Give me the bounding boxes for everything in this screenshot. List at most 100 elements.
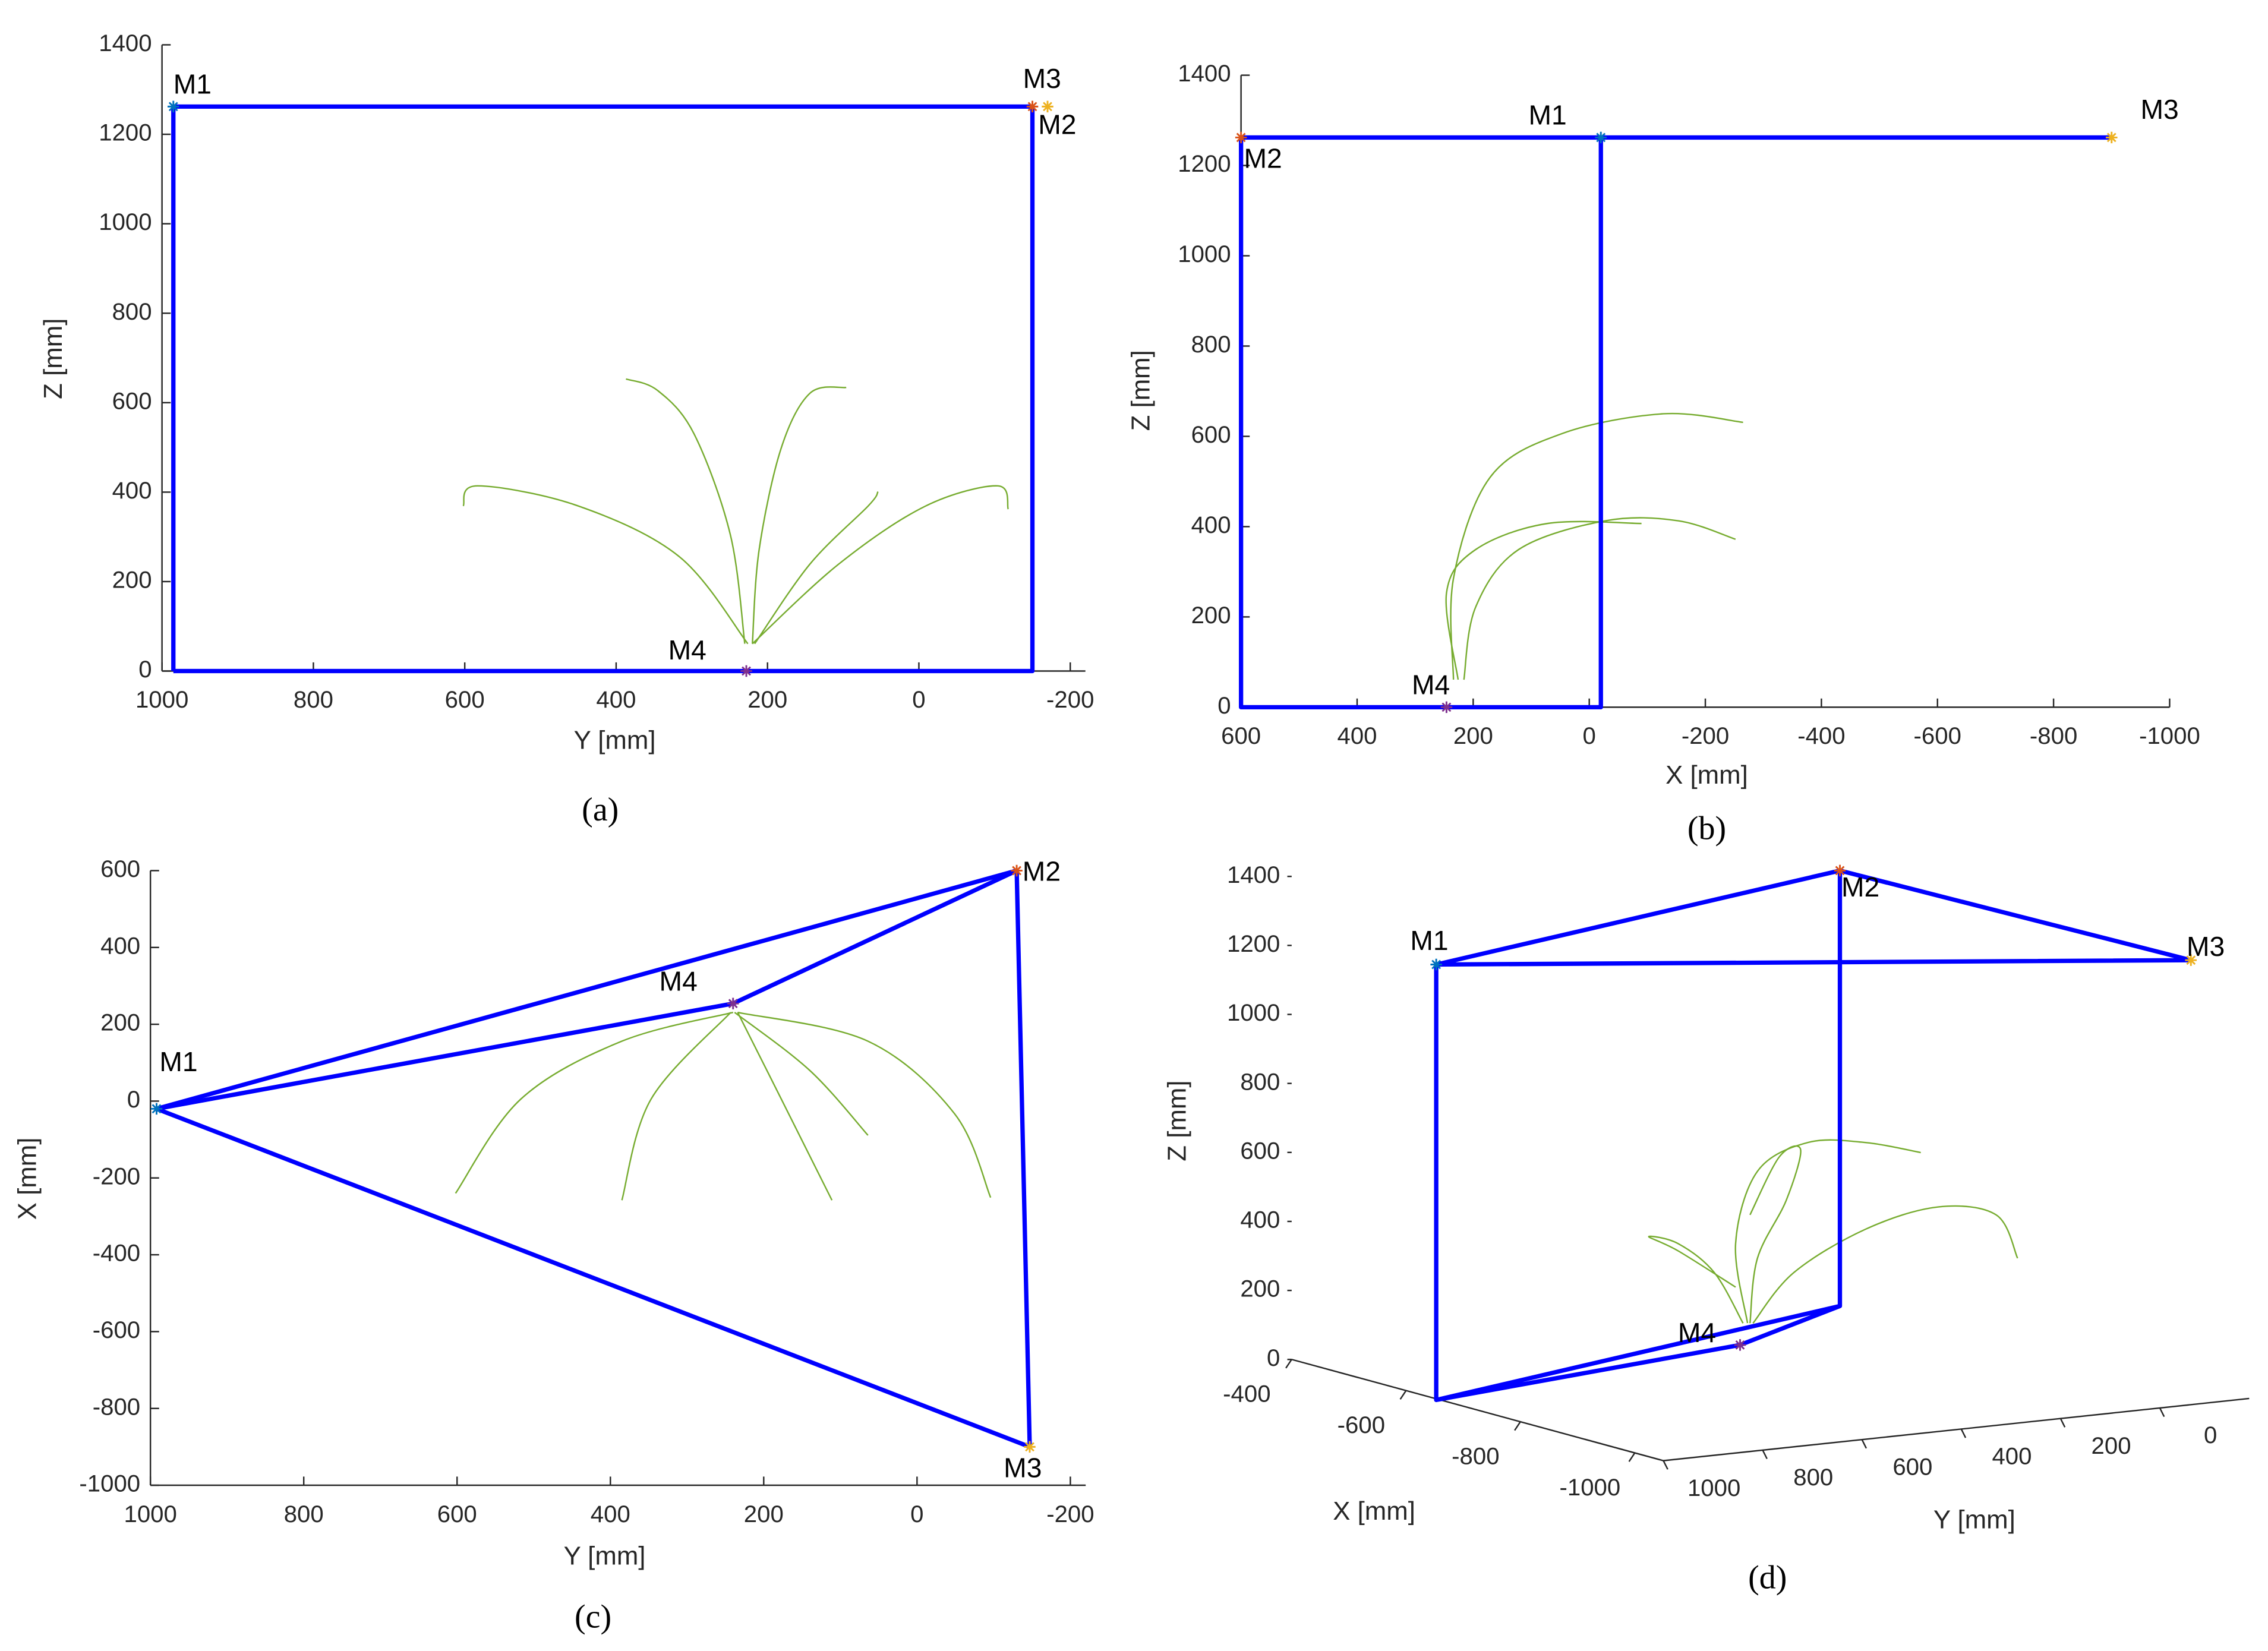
y-tick-label: 400 — [112, 477, 152, 504]
y-tick — [1861, 1439, 1868, 1449]
x-tick-label: 200 — [1453, 722, 1493, 749]
x-tick-label: 0 — [1583, 722, 1596, 749]
x-tick-label: 800 — [284, 1501, 324, 1527]
x-tick-label: -600 — [1338, 1412, 1385, 1438]
marker — [150, 1103, 163, 1115]
marker-label: M4 — [668, 634, 706, 665]
x-tick-label: 1000 — [124, 1501, 177, 1527]
leaf-curve — [1749, 1145, 1802, 1324]
x-tick-label: -200 — [1682, 722, 1729, 749]
z-tick-label: 600 — [1240, 1137, 1280, 1164]
y-axis-label: Y [mm] — [1933, 1505, 2015, 1534]
leaf-curve — [1752, 1205, 2018, 1324]
leaf-curve — [1734, 1139, 1921, 1324]
leaf-curve — [1648, 1235, 1744, 1324]
z-tick-label: 800 — [1240, 1068, 1280, 1095]
x-tick-label: 0 — [912, 686, 925, 713]
z-axis-label: Z [mm] — [1163, 1080, 1192, 1161]
y-tick-label: 1200 — [1178, 150, 1231, 177]
x-tick-label: 0 — [910, 1501, 923, 1527]
marker — [2106, 131, 2118, 144]
y-axis-label: Z [mm] — [1127, 350, 1156, 431]
x-tick-label: 600 — [437, 1501, 477, 1527]
leaf-curve — [752, 485, 1009, 645]
y-tick-label: 0 — [138, 656, 152, 683]
marker-label: M1 — [1529, 100, 1567, 131]
marker-label: M2 — [1244, 143, 1282, 174]
marker-label: M2 — [1038, 109, 1076, 140]
y-tick-label: 600 — [100, 856, 140, 882]
caption: (d) — [1748, 1560, 1787, 1596]
y-tick-label: 800 — [112, 298, 152, 325]
y-tick-label: 200 — [112, 567, 152, 594]
y-tick — [2159, 1407, 2165, 1418]
y-tick-label: -400 — [93, 1240, 140, 1267]
x-tick-label: 400 — [1337, 722, 1377, 749]
y-tick-label: 600 — [112, 387, 152, 414]
leaf-curve — [1445, 520, 1642, 680]
leaf-curve — [754, 491, 879, 645]
marker — [1440, 701, 1453, 714]
marker-label: M3 — [1004, 1453, 1042, 1483]
y-axis-label: X [mm] — [12, 1138, 42, 1220]
y-tick — [1960, 1428, 1967, 1438]
y-tick-label: 600 — [1191, 421, 1231, 448]
frame-line — [1434, 868, 2193, 1400]
frame-line — [156, 868, 1032, 1450]
x-axis — [1291, 1359, 1664, 1461]
y-tick-label: -800 — [93, 1393, 140, 1420]
x-tick-label: -1000 — [1560, 1474, 1621, 1501]
y-tick-label: 1400 — [1178, 60, 1231, 87]
frame-line — [1238, 135, 2112, 710]
marker-label: M4 — [1678, 1317, 1716, 1348]
y-tick-label: 0 — [2204, 1422, 2217, 1448]
marker — [1595, 131, 1607, 144]
y-tick-label: 0 — [1217, 692, 1231, 719]
y-tick-label: 0 — [127, 1086, 140, 1113]
x-tick-label: 800 — [294, 686, 333, 713]
x-tick-label: -200 — [1046, 686, 1094, 713]
panel: (a) 1000 800 600 400 200 0 -200 0 200 400 600 800 100… — [39, 30, 1094, 828]
x-tick — [1628, 1452, 1636, 1462]
z-tick-label: 400 — [1240, 1207, 1280, 1233]
y-tick-label: 800 — [1793, 1464, 1833, 1491]
y-tick-label: 1200 — [99, 119, 152, 146]
y-tick-label: 400 — [100, 932, 140, 959]
y-tick — [1762, 1450, 1768, 1460]
z-tick-label: 1000 — [1227, 999, 1280, 1026]
x-tick-label: 200 — [747, 686, 787, 713]
y-tick-label: -1000 — [79, 1470, 140, 1497]
y-tick-label: 200 — [1191, 602, 1231, 629]
caption: (b) — [1687, 810, 1726, 847]
y-tick-label: 200 — [100, 1009, 140, 1036]
y-tick-label: 600 — [1892, 1453, 1932, 1480]
x-tick-label: 400 — [596, 686, 636, 713]
x-tick-label: -800 — [2030, 722, 2077, 749]
leaf-curve — [1463, 517, 1736, 680]
marker-label: M1 — [174, 69, 212, 100]
marker — [727, 997, 739, 1009]
marker-label: M2 — [1023, 856, 1061, 887]
y-tick-label: 400 — [1191, 512, 1231, 538]
marker — [1235, 131, 1247, 144]
x-tick — [1399, 1390, 1407, 1400]
marker — [1834, 864, 1846, 877]
marker — [168, 100, 179, 113]
panel: (d) -400 -600 -800 -1000 1000 800 600 400 200 0 0 20… — [1163, 861, 2250, 1596]
marker — [1026, 100, 1039, 113]
x-tick-label: 1000 — [135, 686, 188, 713]
x-tick-label: -400 — [1797, 722, 1845, 749]
leaf-curve — [626, 378, 746, 644]
marker — [1734, 1339, 1746, 1351]
marker — [740, 665, 752, 677]
y-tick-label: 1400 — [99, 30, 152, 56]
y-axis-label: Z [mm] — [39, 318, 68, 399]
y-tick-label: -600 — [93, 1317, 140, 1343]
marker-label: M4 — [1412, 670, 1450, 700]
x-tick-label: -1000 — [2139, 722, 2200, 749]
leaf-curve — [737, 1011, 992, 1198]
caption: (c) — [575, 1598, 611, 1635]
marker — [1024, 1441, 1036, 1453]
